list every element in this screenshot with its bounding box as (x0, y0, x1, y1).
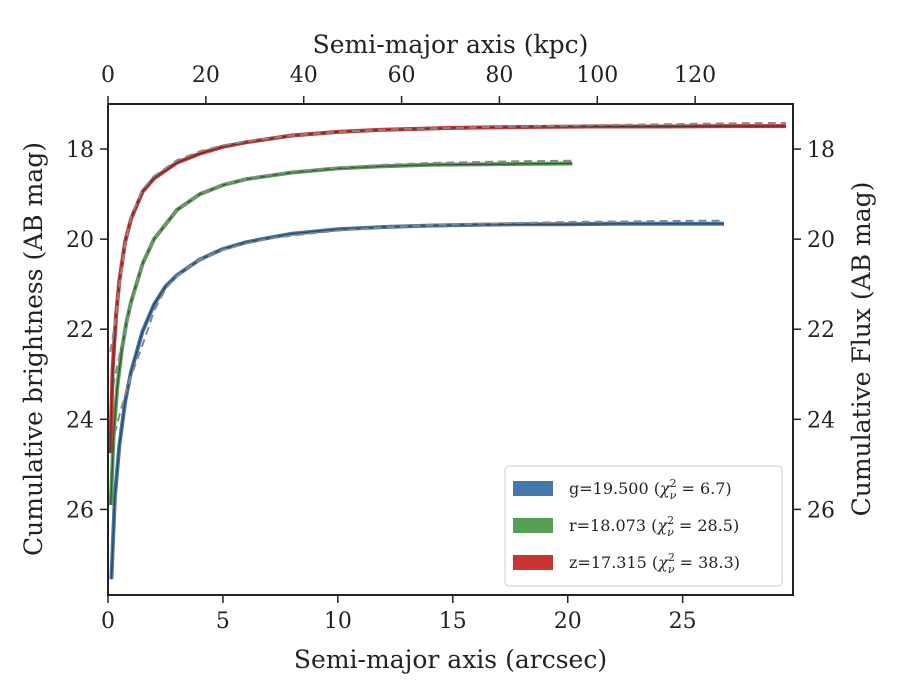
x-tick-label: 25 (669, 609, 697, 634)
y2-axis-title: Cumulative Flux (AB mag) (847, 182, 876, 517)
x-tick-label: 10 (324, 609, 352, 634)
y2-tick-label: 22 (807, 318, 835, 343)
y-tick-label: 18 (66, 138, 94, 163)
x2-tick-label: 40 (290, 63, 318, 88)
x2-tick-label: 80 (485, 63, 513, 88)
x-axis-title: Semi-major axis (arcsec) (294, 645, 607, 674)
series-model-line-r (110, 162, 573, 505)
plot-frame (107, 103, 794, 596)
series-model-line-z (109, 125, 787, 454)
x2-tick-label: 120 (674, 63, 716, 88)
legend-swatch-r (513, 518, 553, 533)
x-tick-label: 15 (439, 609, 467, 634)
legend-label-g: g=19.500 (χ2 ν = 6.7) (569, 477, 732, 502)
legend-label-r: r=18.073 (χ2 ν = 28.5) (569, 514, 739, 539)
x2-tick-label: 0 (101, 63, 115, 88)
x2-axis-title: Semi-major axis (kpc) (313, 30, 589, 59)
y2-tick-label: 20 (807, 228, 835, 253)
x2-tick-label: 100 (576, 63, 618, 88)
x-tick-label: 20 (554, 609, 582, 634)
y-tick-label: 20 (66, 228, 94, 253)
x-tick-label: 0 (101, 609, 115, 634)
y2-tick-label: 24 (807, 408, 835, 433)
legend-swatch-g (513, 481, 553, 496)
series-fit-line-z (109, 121, 787, 352)
x-tick-label: 5 (216, 609, 230, 634)
series-fit-line-g (110, 219, 724, 447)
legend-swatch-z (513, 555, 553, 570)
y-tick-label: 22 (66, 318, 94, 343)
y2-tick-label: 26 (807, 498, 835, 523)
y-tick-label: 26 (66, 498, 94, 523)
y-axis-title: Cumulative brightness (AB mag) (19, 142, 48, 556)
series-layer (108, 121, 787, 580)
x2-tick-label: 20 (192, 63, 220, 88)
legend-label-z: z=17.315 (χ2 ν = 38.3) (569, 551, 740, 576)
series-line-z (108, 124, 787, 454)
y-tick-label: 24 (66, 408, 94, 433)
series-line-r (108, 161, 573, 505)
y2-tick-label: 18 (807, 138, 835, 163)
legend: g=19.500 (χ2 ν = 6.7) r=18.073 (χ2 ν = 28.… (504, 465, 783, 587)
legend-frame (504, 465, 783, 587)
x2-tick-label: 60 (388, 63, 416, 88)
series-fit-line-r (109, 159, 573, 400)
ticks-layer: 0 5 10 15 20 25 0 20 40 60 80 100 120 18 18 20 20 22 22 24 2… (66, 63, 835, 634)
